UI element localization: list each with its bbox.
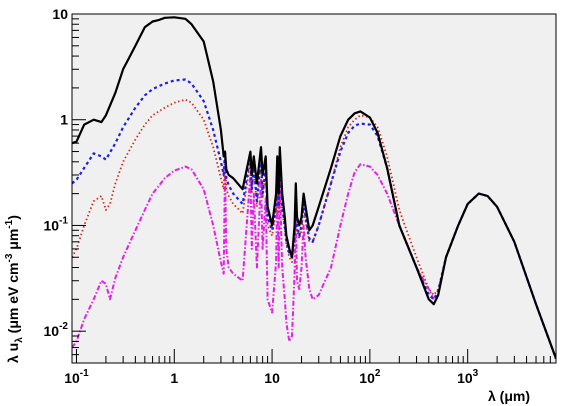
series-layer bbox=[72, 16, 556, 359]
x-tick-label: 1 bbox=[170, 370, 178, 386]
y-tick-label: 1 bbox=[60, 112, 68, 128]
y-axis-title-lambda: λ u bbox=[5, 343, 21, 363]
y-axis-title-sup-a: -3 bbox=[4, 253, 15, 262]
y-axis-title-close: ) bbox=[5, 215, 21, 220]
y-axis: 10-2 10-1 1 10 bbox=[44, 6, 86, 364]
plot-frame bbox=[71, 13, 557, 364]
y-axis-title: λ uλ (μm eV cm-3 μm-1) bbox=[4, 215, 25, 363]
y-axis-title-units-b: μm bbox=[5, 229, 21, 254]
y-tick-label: 10 bbox=[52, 6, 68, 22]
plot-area bbox=[72, 14, 556, 363]
y-axis-title-sup-b: -1 bbox=[4, 219, 15, 228]
y-tick-label: 10-1 bbox=[44, 215, 69, 233]
x-axis-title: λ (μm) bbox=[488, 388, 530, 404]
x-axis: 10-1 1 10 102 103 bbox=[64, 349, 557, 386]
x-tick-label: 10 bbox=[264, 370, 280, 386]
x-tick-label: 103 bbox=[457, 368, 479, 386]
y-axis-title-sub: λ bbox=[14, 337, 25, 343]
x-tick-label: 102 bbox=[359, 368, 381, 386]
y-axis-title-units-a: (μm eV cm bbox=[5, 263, 21, 338]
series-dashdot-line bbox=[72, 163, 435, 349]
x-tick-label: 10-1 bbox=[64, 368, 89, 386]
series-solid-line bbox=[72, 16, 556, 359]
y-tick-label: 10-2 bbox=[44, 321, 69, 339]
